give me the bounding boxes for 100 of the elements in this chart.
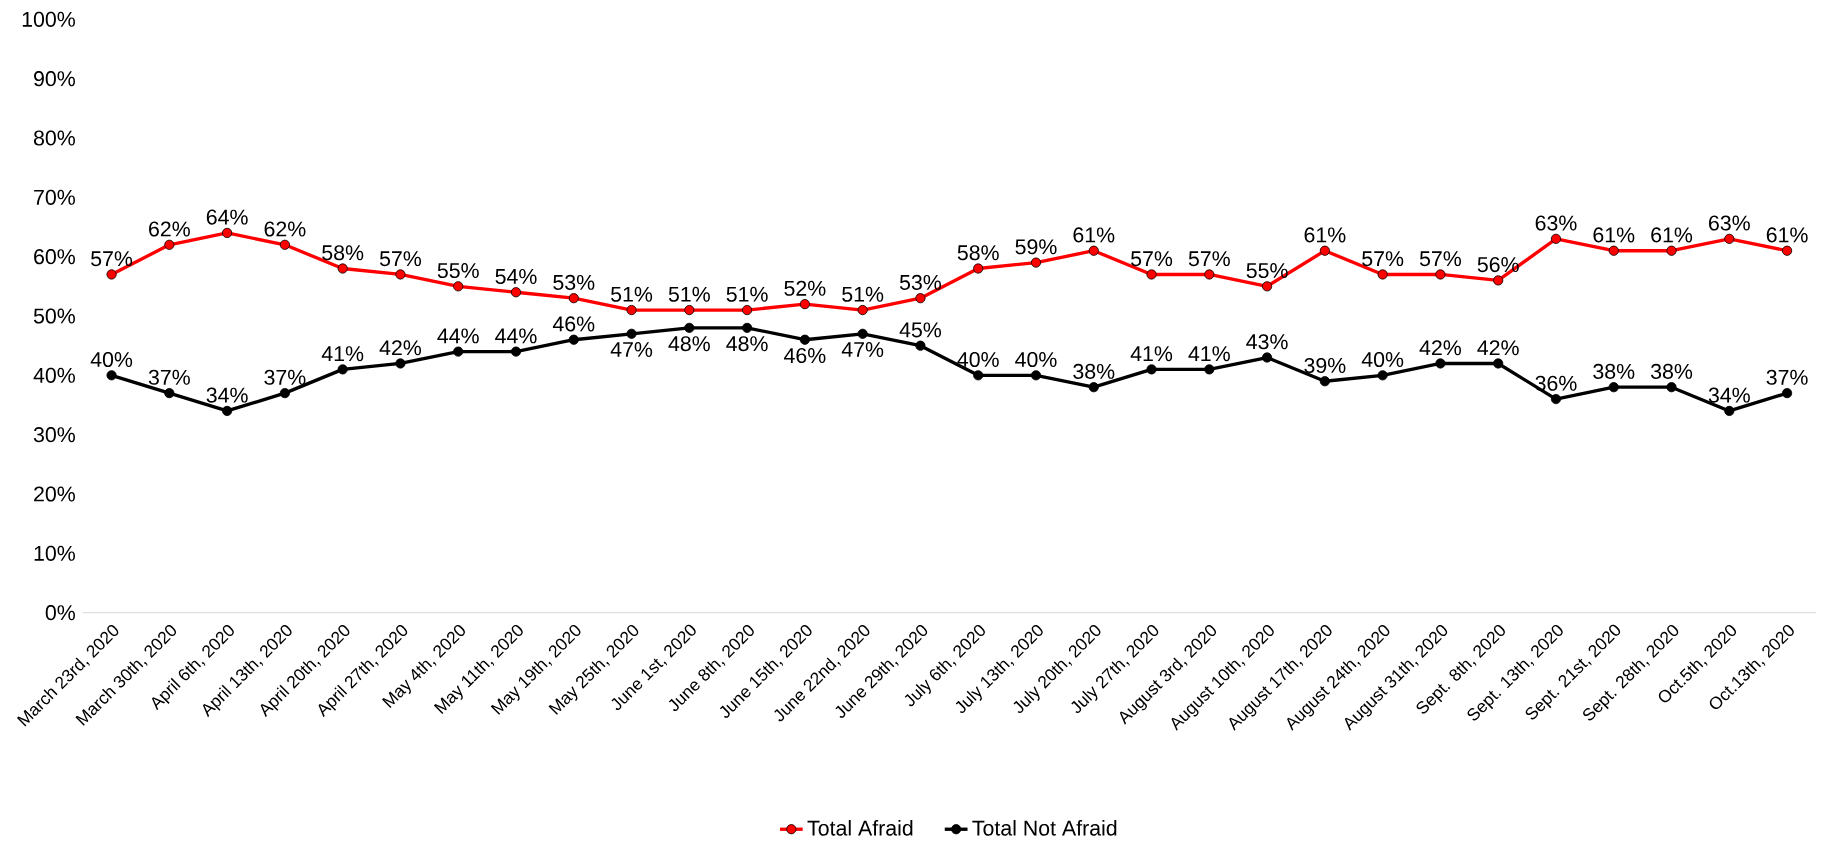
point (1666, 382, 1677, 393)
point (742, 322, 753, 333)
data-label: 61% (1304, 227, 1346, 243)
data-label: 62% (149, 221, 190, 237)
data-label: 51% (842, 286, 884, 302)
point (626, 328, 637, 339)
point (395, 269, 406, 280)
data-label: 37% (148, 369, 190, 385)
point (1377, 370, 1388, 381)
data-label: 51% (611, 286, 653, 302)
y-tick-label: 0% (45, 605, 75, 621)
data-label: 57% (1188, 251, 1230, 267)
data-label: 51% (668, 286, 710, 302)
data-label: 40% (90, 351, 133, 368)
point (106, 269, 117, 280)
point (684, 305, 695, 316)
data-label: 63% (1709, 215, 1750, 231)
y-tick-label: 80% (33, 130, 75, 146)
point (915, 340, 926, 351)
legend-label: Total Not Afraid (972, 820, 1117, 836)
point (915, 293, 926, 304)
point (1435, 269, 1446, 280)
data-label: 39% (1304, 357, 1346, 373)
data-label: 51% (726, 286, 768, 302)
data-label: 53% (553, 274, 595, 290)
data-label: 37% (1766, 369, 1808, 385)
point (222, 227, 233, 238)
data-label: 53% (899, 274, 942, 290)
data-label: 58% (957, 245, 999, 261)
point (222, 405, 233, 416)
point (1088, 382, 1099, 393)
point (1608, 382, 1619, 393)
data-label: 61% (1651, 227, 1693, 243)
point (799, 334, 810, 345)
point (1030, 257, 1042, 268)
data-label: 52% (784, 280, 826, 296)
data-label: 55% (437, 263, 479, 279)
point (1262, 281, 1273, 292)
data-label: 61% (1593, 227, 1635, 243)
point (279, 388, 290, 399)
data-label: 62% (264, 221, 306, 237)
data-label: 41% (1130, 346, 1173, 362)
data-label: 34% (1708, 387, 1750, 403)
point (1204, 269, 1215, 280)
point (568, 334, 579, 345)
data-label: 58% (322, 245, 364, 261)
data-label: 34% (206, 387, 248, 403)
point (857, 328, 868, 339)
data-label: 40% (1361, 351, 1404, 368)
point (1435, 358, 1446, 369)
data-label: 61% (1766, 227, 1808, 243)
point (337, 263, 348, 274)
point (1608, 245, 1619, 256)
point (453, 281, 464, 292)
data-label: 42% (1419, 340, 1462, 356)
data-label: 54% (495, 268, 537, 284)
point (1319, 376, 1330, 387)
data-label: 44% (495, 328, 537, 344)
point (1550, 394, 1562, 405)
data-label: 40% (957, 351, 999, 368)
point (626, 305, 637, 316)
data-label: 38% (1650, 363, 1693, 379)
legend-label: Total Afraid (807, 820, 913, 836)
point (395, 358, 406, 369)
data-label: 47% (841, 342, 884, 357)
data-label: 57% (1131, 251, 1173, 267)
point (742, 305, 753, 316)
data-label: 40% (1015, 351, 1057, 368)
point (337, 364, 348, 375)
point (799, 299, 810, 310)
point (1493, 275, 1504, 286)
data-label: 45% (899, 322, 942, 338)
data-label: 42% (1477, 340, 1519, 356)
data-label: 57% (1419, 251, 1462, 267)
point (1319, 245, 1330, 256)
point (1030, 370, 1042, 381)
data-label: 64% (206, 209, 248, 225)
point (164, 239, 175, 250)
y-tick-label: 20% (34, 486, 75, 502)
point (1204, 364, 1215, 375)
y-tick-label: 90% (34, 71, 75, 87)
point (1146, 269, 1157, 280)
data-label: 38% (1593, 363, 1635, 379)
data-label: 41% (1188, 346, 1230, 362)
data-label: 61% (1073, 227, 1115, 243)
data-label: 38% (1073, 363, 1115, 379)
data-label: 48% (726, 336, 768, 352)
point (1782, 245, 1793, 256)
point (857, 305, 868, 316)
point (1377, 269, 1388, 280)
point (279, 239, 290, 250)
point (1724, 233, 1735, 244)
point (1724, 405, 1735, 416)
point (453, 346, 464, 357)
data-label: 44% (437, 328, 479, 344)
point (164, 388, 175, 399)
point (510, 287, 522, 298)
point (973, 370, 984, 381)
data-label: 37% (264, 369, 306, 385)
y-tick-label: 100% (22, 11, 75, 27)
